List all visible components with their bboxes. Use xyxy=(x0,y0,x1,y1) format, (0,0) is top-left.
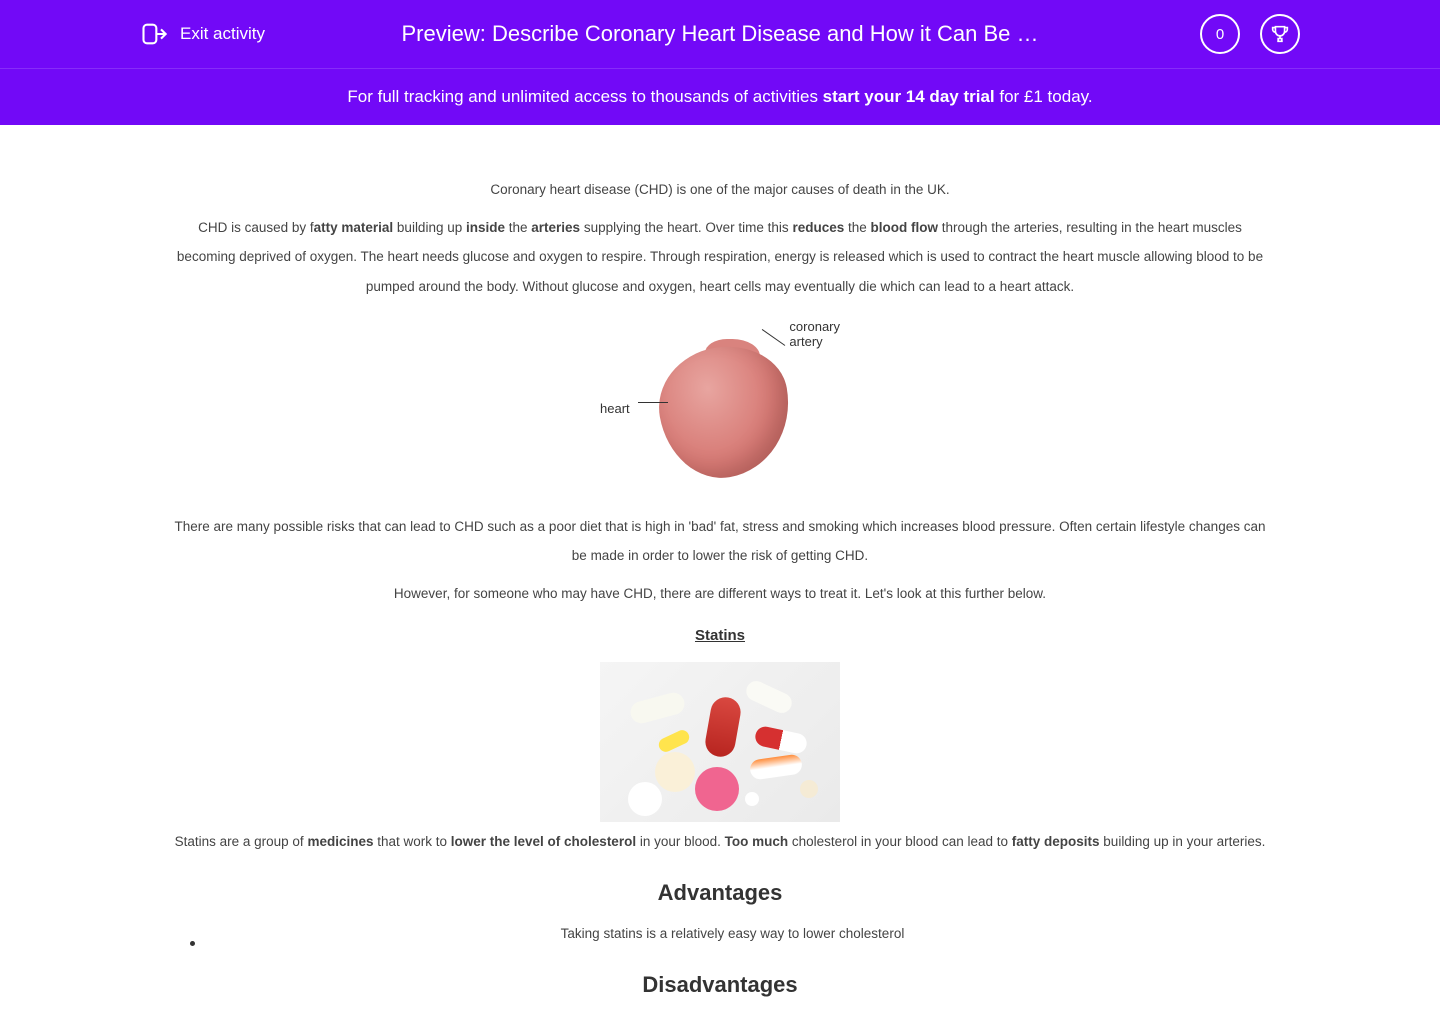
bullet-icon xyxy=(190,941,195,946)
pill-shape xyxy=(753,725,808,755)
banner-cta: start your 14 day trial xyxy=(823,87,995,106)
pill-shape xyxy=(749,753,803,780)
text: Statins are a group of xyxy=(175,834,308,849)
bold-text: blood flow xyxy=(871,220,938,235)
content-area: Coronary heart disease (CHD) is one of t… xyxy=(170,175,1270,1009)
bold-text: fatty deposits xyxy=(1012,834,1100,849)
coronary-label-line xyxy=(762,329,786,346)
exit-activity-label: Exit activity xyxy=(180,24,265,44)
pill-shape xyxy=(703,695,743,759)
advantages-heading: Advantages xyxy=(170,869,1270,917)
pill-shape xyxy=(655,752,695,792)
trophy-button[interactable] xyxy=(1260,14,1300,54)
advantage-text: Taking statins is a relatively easy way … xyxy=(195,919,1270,949)
trial-banner[interactable]: For full tracking and unlimited access t… xyxy=(0,68,1440,125)
heart-label-line xyxy=(638,402,668,403)
header-right-controls: 0 xyxy=(1200,14,1300,54)
text: CHD is caused by f xyxy=(198,220,314,235)
bold-text: arteries xyxy=(531,220,580,235)
heart-label: heart xyxy=(600,395,630,424)
text: building up xyxy=(393,220,466,235)
text: the xyxy=(505,220,531,235)
risks-paragraph: There are many possible risks that can l… xyxy=(170,512,1270,571)
bold-text: reduces xyxy=(792,220,844,235)
bold-text: medicines xyxy=(307,834,373,849)
text: cholesterol in your blood can lead to xyxy=(788,834,1012,849)
pill-shape xyxy=(628,782,662,816)
pills-image xyxy=(600,662,840,822)
trophy-icon xyxy=(1269,23,1291,45)
statins-paragraph: Statins are a group of medicines that wo… xyxy=(170,827,1270,857)
banner-suffix: for £1 today. xyxy=(995,87,1093,106)
exit-activity-button[interactable]: Exit activity xyxy=(140,20,265,48)
text: supplying the heart. Over time this xyxy=(580,220,792,235)
pill-shape xyxy=(800,780,818,798)
header-bar: Exit activity Preview: Describe Coronary… xyxy=(0,0,1440,68)
coronary-label-1: coronary xyxy=(789,319,840,334)
pill-shape xyxy=(657,728,692,754)
bold-text: inside xyxy=(466,220,505,235)
text: building up in your arteries. xyxy=(1100,834,1266,849)
advantage-item: Taking statins is a relatively easy way … xyxy=(170,919,1270,949)
heart-shape xyxy=(650,336,801,487)
bold-text: Too much xyxy=(725,834,789,849)
cause-paragraph: CHD is caused by fatty material building… xyxy=(170,213,1270,302)
text: the xyxy=(844,220,870,235)
pill-shape xyxy=(743,678,795,716)
text: in your blood. xyxy=(636,834,725,849)
intro-paragraph: Coronary heart disease (CHD) is one of t… xyxy=(170,175,1270,205)
pill-shape xyxy=(745,792,759,806)
coronary-label-2: artery xyxy=(789,334,822,349)
heart-diagram: heart coronary artery xyxy=(600,317,840,497)
banner-prefix: For full tracking and unlimited access t… xyxy=(347,87,822,106)
pill-shape xyxy=(695,767,739,811)
text: that work to xyxy=(373,834,450,849)
bold-text: lower the level of cholesterol xyxy=(451,834,636,849)
exit-icon xyxy=(140,20,168,48)
bold-text: atty material xyxy=(314,220,394,235)
statins-heading: Statins xyxy=(170,619,1270,652)
pill-shape xyxy=(628,690,687,725)
coronary-label: coronary artery xyxy=(789,319,840,350)
disadvantages-heading: Disadvantages xyxy=(170,961,1270,1009)
page-title: Preview: Describe Coronary Heart Disease… xyxy=(401,21,1038,47)
treatment-intro-paragraph: However, for someone who may have CHD, t… xyxy=(170,579,1270,609)
score-badge[interactable]: 0 xyxy=(1200,14,1240,54)
